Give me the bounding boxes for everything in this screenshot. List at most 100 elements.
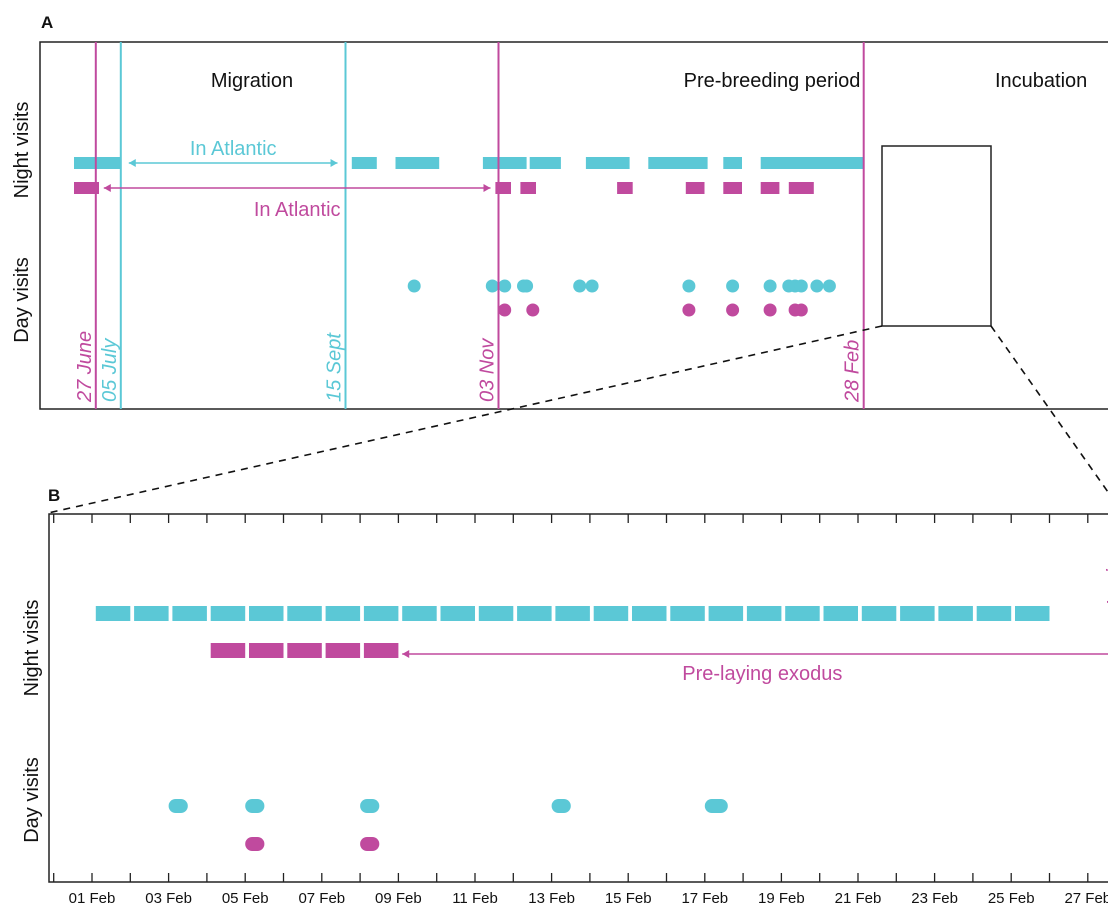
- panel-a-row-day: Day visits: [11, 257, 33, 343]
- night-visit-bar-female: [210, 643, 246, 658]
- marker-label-1: 05 July: [99, 338, 121, 402]
- night-visit-bar-male: [172, 606, 207, 621]
- panel-b-annotations: Laying Pre-laying exodus: [402, 547, 1108, 685]
- day-visit-dot-female: [763, 303, 777, 317]
- x-tick-label: 21 Feb: [835, 890, 882, 907]
- night-visit-bar-male: [325, 606, 361, 621]
- panel-b-label: B: [48, 486, 60, 505]
- day-visit-dot-male: [763, 279, 777, 293]
- x-tick-label: 15 Feb: [605, 890, 652, 907]
- night-visit-bar-male: [648, 157, 708, 169]
- day-visit-pill-male: [704, 799, 728, 813]
- night-visit-bar-male: [287, 606, 322, 621]
- period-migration: Migration: [211, 70, 293, 92]
- x-tick-label: 03 Feb: [145, 890, 192, 907]
- zoom-box: [881, 145, 992, 327]
- night-visit-bar-male: [134, 606, 169, 621]
- night-visit-bar-female: [520, 182, 536, 194]
- day-visit-pill-female: [245, 837, 265, 851]
- x-tick-label: 09 Feb: [375, 890, 422, 907]
- day-visit-dot-female: [526, 303, 540, 317]
- night-visit-bar-male: [74, 157, 121, 169]
- zoom-connector-right: [990, 325, 1108, 493]
- day-visit-dot-female: [498, 303, 512, 317]
- x-tick-label: 23 Feb: [911, 890, 958, 907]
- panel-a-absence-arrows: In Atlantic In Atlantic: [103, 138, 491, 221]
- night-visit-bar-female: [287, 643, 322, 658]
- marker-label-0: 27 June: [74, 331, 96, 403]
- day-visit-dot-male: [726, 279, 740, 293]
- night-visit-bar-male: [482, 157, 527, 169]
- night-visit-bar-male: [529, 157, 561, 169]
- night-visit-bar-male: [249, 606, 284, 621]
- night-visit-bar-male: [555, 606, 590, 621]
- day-visit-pill-female: [360, 837, 380, 851]
- laying-label: Laying: [1104, 547, 1108, 606]
- panel-b-marks: [95, 606, 1050, 851]
- night-visit-bar-male: [395, 157, 440, 169]
- night-visit-bar-male: [478, 606, 514, 621]
- exodus-label: Pre-laying exodus: [682, 663, 842, 685]
- night-visit-bar-male: [976, 606, 1012, 621]
- night-visit-bar-female: [723, 182, 742, 194]
- night-visit-bar-female: [760, 182, 780, 194]
- night-visit-bar-female: [617, 182, 633, 194]
- day-visit-dot-male: [485, 279, 499, 293]
- panel-b-row-day: Day visits: [21, 757, 43, 843]
- absence-arrowhead-left-0: [128, 159, 136, 167]
- period-pre-breeding: Pre-breeding period: [684, 70, 861, 92]
- night-visit-bar-male: [900, 606, 935, 621]
- exodus-arrowhead-left: [402, 650, 410, 658]
- x-tick-label: 27 Feb: [1064, 890, 1108, 907]
- absence-arrowhead-right-0: [330, 159, 338, 167]
- panel-b: B Night visits Day visits 01 Feb 03 Feb 05…: [21, 486, 1108, 907]
- night-visit-bar-male: [402, 606, 437, 621]
- x-tick-label: 17 Feb: [681, 890, 728, 907]
- panel-a: A Migration Pre-breeding period Incubati…: [11, 13, 1108, 410]
- zoom-connector-left: [47, 325, 883, 514]
- x-tick-label: 25 Feb: [988, 890, 1035, 907]
- day-visit-dot-male: [407, 279, 421, 293]
- night-visit-bar-male: [760, 157, 864, 169]
- night-visit-bar-male: [95, 606, 131, 621]
- night-visit-bar-male: [585, 157, 630, 169]
- night-visit-bar-male: [210, 606, 246, 621]
- panel-b-frame: [48, 513, 1108, 883]
- day-visit-pill-male: [551, 799, 571, 813]
- night-visit-bar-male: [632, 606, 667, 621]
- panel-a-row-night: Night visits: [11, 102, 33, 199]
- day-visit-pill-male: [245, 799, 265, 813]
- period-incubation: Incubation: [995, 70, 1087, 92]
- panel-a-frame: [39, 41, 1108, 410]
- night-visit-bar-female: [788, 182, 814, 194]
- day-visit-pill-male: [168, 799, 188, 813]
- absence-arrowhead-right-1: [483, 184, 491, 192]
- night-visit-bar-male: [708, 606, 744, 621]
- panel-a-label: A: [41, 13, 53, 32]
- day-visit-dot-male: [498, 279, 512, 293]
- night-visit-bar-male: [861, 606, 897, 621]
- day-visit-dot-female: [682, 303, 696, 317]
- night-visit-bar-male: [723, 157, 742, 169]
- x-tick-label: 19 Feb: [758, 890, 805, 907]
- day-visit-dot-male: [585, 279, 599, 293]
- night-visit-bar-male: [670, 606, 705, 621]
- absence-arrowhead-left-1: [103, 184, 111, 192]
- day-visit-dot-male: [810, 279, 824, 293]
- panel-b-row-night: Night visits: [21, 600, 43, 697]
- night-visit-bar-male: [593, 606, 629, 621]
- night-visit-bar-female: [74, 182, 99, 194]
- marker-label-2: 15 Sept: [324, 332, 346, 402]
- day-visit-dot-male: [822, 279, 836, 293]
- day-visit-dot-male: [520, 279, 534, 293]
- panel-a-markers: 27 June 05 July 15 Sept 03 Nov 28 Feb: [74, 42, 865, 409]
- x-tick-label: 01 Feb: [69, 890, 116, 907]
- marker-label-3: 03 Nov: [477, 338, 499, 402]
- x-tick-label: 05 Feb: [222, 890, 269, 907]
- night-visit-bar-male: [351, 157, 377, 169]
- day-visit-dot-female: [726, 303, 740, 317]
- panel-b-x-axis: 01 Feb 03 Feb 05 Feb 07 Feb 09 Feb 11 Feb 13 F…: [53, 514, 1108, 907]
- day-visit-dot-male: [573, 279, 587, 293]
